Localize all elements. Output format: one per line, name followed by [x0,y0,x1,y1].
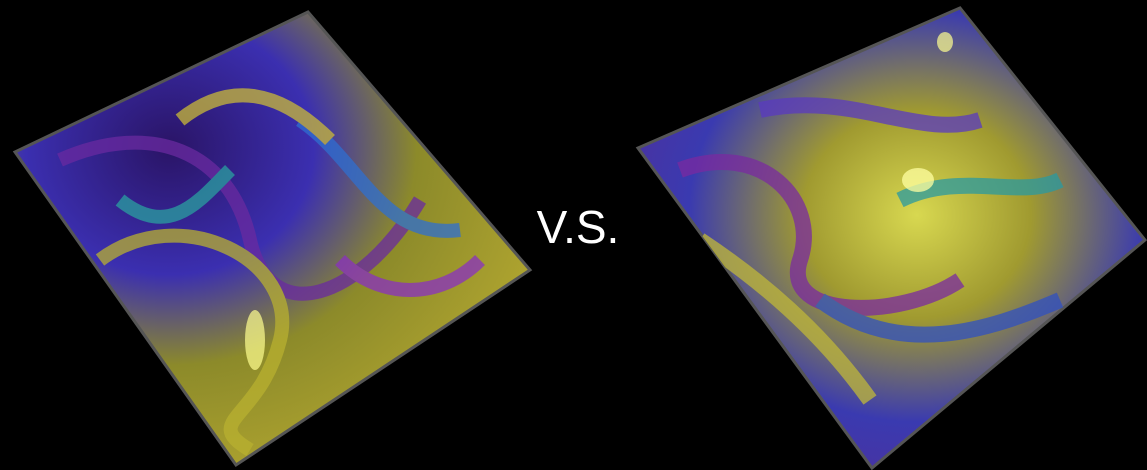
scene: V.S. [0,0,1147,470]
versus-label: V.S. [537,201,620,253]
left-pattern [15,12,530,465]
page: {"label": "V.S."} [0,0,1147,470]
right-pattern [638,8,1145,468]
